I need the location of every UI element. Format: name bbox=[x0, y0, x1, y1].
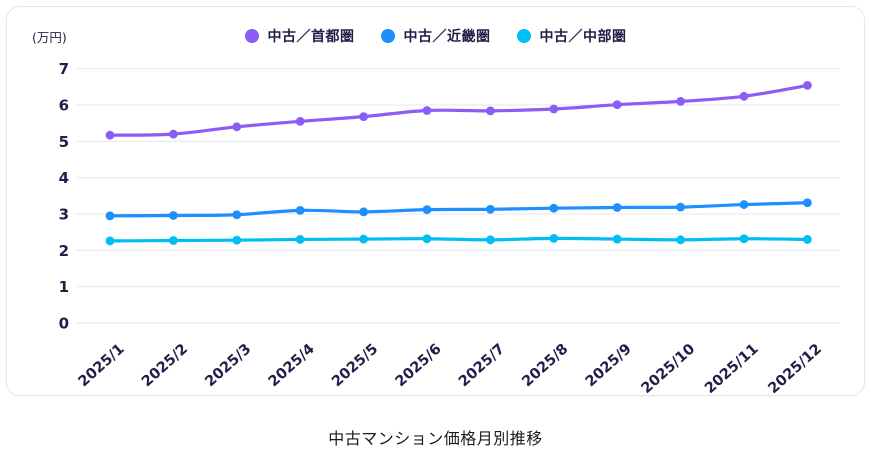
data-point bbox=[486, 204, 495, 214]
data-point bbox=[612, 203, 622, 212]
data-point bbox=[232, 122, 242, 132]
data-point bbox=[422, 106, 432, 115]
data-point bbox=[169, 129, 178, 139]
data-point bbox=[676, 235, 685, 245]
x-tick-label: 2025/9 bbox=[583, 341, 635, 390]
y-tick-label: 2 bbox=[59, 242, 69, 260]
data-point bbox=[676, 96, 685, 106]
data-point bbox=[803, 198, 812, 208]
y-tick-label: 0 bbox=[59, 315, 69, 333]
data-point bbox=[549, 104, 559, 114]
y-tick-label: 7 bbox=[59, 60, 69, 78]
data-point bbox=[549, 203, 559, 213]
x-tick-label: 2025/1 bbox=[76, 341, 128, 390]
data-point bbox=[803, 81, 812, 90]
legend-label-chubu: 中古／中部圏 bbox=[539, 29, 627, 45]
legend-dot-icon bbox=[516, 29, 531, 43]
legend-label-shutoken: 中古／首都圏 bbox=[267, 29, 355, 45]
data-point bbox=[422, 205, 432, 215]
y-tick-label: 4 bbox=[59, 169, 69, 187]
data-point bbox=[359, 234, 368, 244]
data-point bbox=[232, 210, 242, 220]
x-tick-label: 2025/5 bbox=[329, 341, 381, 390]
data-point bbox=[676, 202, 685, 212]
data-point bbox=[359, 207, 368, 217]
data-point bbox=[486, 235, 495, 245]
data-point bbox=[359, 112, 368, 122]
data-point bbox=[295, 235, 305, 244]
legend: 中古／首都圏 中古／近畿圏 中古／中部圏 bbox=[7, 26, 864, 46]
x-tick-label: 2025/4 bbox=[266, 341, 318, 390]
legend-item-chubu[interactable]: 中古／中部圏 bbox=[516, 26, 627, 46]
data-point bbox=[295, 116, 305, 126]
data-point bbox=[105, 211, 115, 221]
legend-label-kinki: 中古／近畿圏 bbox=[403, 29, 491, 45]
data-point bbox=[739, 234, 749, 244]
data-point bbox=[295, 205, 305, 215]
x-tick-label: 2025/6 bbox=[393, 341, 445, 390]
data-point bbox=[169, 211, 178, 220]
x-tick-label: 2025/11 bbox=[702, 341, 762, 397]
x-tick-label: 2025/10 bbox=[639, 341, 699, 397]
data-point bbox=[105, 130, 115, 140]
data-point bbox=[169, 236, 178, 245]
data-point bbox=[612, 100, 622, 110]
data-point bbox=[422, 234, 432, 244]
chart-title: 中古マンション価格月別推移 bbox=[328, 429, 543, 448]
legend-item-shutoken[interactable]: 中古／首都圏 bbox=[244, 26, 355, 46]
series-line-0 bbox=[108, 83, 809, 137]
x-tick-label: 2025/8 bbox=[519, 341, 571, 390]
x-tick-label: 2025/12 bbox=[765, 341, 825, 397]
y-tick-label: 6 bbox=[59, 97, 69, 115]
y-tick-label: 5 bbox=[59, 133, 69, 151]
chart-card: (万円) 中古／首都圏 中古／近畿圏 中古／中部圏 0 1 2 3 4 5 6 7 2025/1… bbox=[6, 6, 865, 397]
data-point bbox=[739, 200, 749, 209]
legend-dot-icon bbox=[244, 29, 259, 43]
data-point bbox=[232, 235, 242, 245]
legend-dot-icon bbox=[380, 29, 395, 43]
data-point bbox=[612, 234, 622, 244]
data-point bbox=[549, 233, 559, 243]
series-line-2 bbox=[108, 236, 809, 243]
y-tick-label: 3 bbox=[59, 206, 69, 224]
x-tick-label: 2025/7 bbox=[456, 341, 508, 390]
x-tick-label: 2025/3 bbox=[202, 341, 254, 390]
data-point bbox=[803, 235, 812, 244]
legend-item-kinki[interactable]: 中古／近畿圏 bbox=[380, 26, 491, 46]
series-line-1 bbox=[108, 201, 809, 218]
y-axis-unit-label: (万円) bbox=[32, 30, 67, 45]
x-tick-label: 2025/2 bbox=[139, 341, 191, 390]
y-tick-label: 1 bbox=[59, 278, 69, 296]
data-point bbox=[739, 91, 749, 101]
data-point bbox=[105, 236, 115, 246]
data-point bbox=[486, 106, 495, 116]
